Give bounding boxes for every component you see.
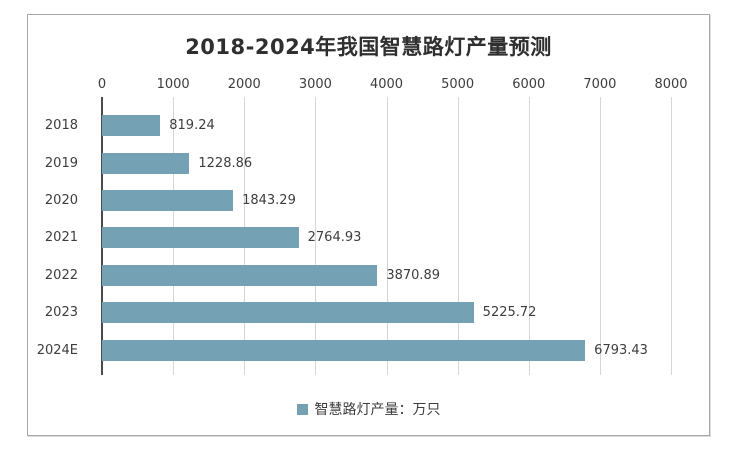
bar-rows: 819.24 1228.86 1843.29 2764.93 3870.89 5225.7… [102, 107, 671, 369]
bar-value-label: 819.24 [169, 118, 215, 134]
legend-label: 智慧路灯产量：万只 [314, 402, 441, 418]
gridline [671, 97, 672, 375]
x-tick-label: 0 [97, 77, 107, 92]
category-label: 2019 [44, 155, 78, 171]
bar-row: 819.24 [102, 107, 671, 144]
x-axis: 0 1000 2000 3000 4000 5000 6000 7000 8000 [28, 77, 709, 93]
category-label: 2023 [44, 305, 78, 321]
bar-row: 5225.72 [102, 294, 671, 331]
chart-title: 2018-2024年我国智慧路灯产量预测 [185, 35, 552, 59]
x-tick-label: 4000 [369, 77, 404, 92]
bar-row: 2764.93 [102, 219, 671, 256]
bar-value-label: 3870.89 [386, 267, 441, 283]
bar-row: 1228.86 [102, 144, 671, 181]
bar [102, 339, 586, 361]
category-label: 2024E [36, 342, 78, 358]
bar-value-label: 5225.72 [482, 305, 537, 321]
legend-swatch-icon [296, 403, 308, 415]
category-label: 2020 [44, 193, 78, 209]
gridline [386, 97, 388, 375]
x-tick-label: 6000 [512, 77, 546, 92]
x-tick-label: 7000 [583, 77, 617, 92]
category-axis-labels: 2018 2019 2020 2021 2022 2023 2024E [24, 107, 90, 369]
x-tick-label: 5000 [441, 77, 475, 92]
bar [102, 115, 161, 137]
gridline [457, 97, 459, 375]
bar [102, 152, 190, 174]
bar-value-label: 2764.93 [307, 230, 362, 246]
bar-row: 1843.29 [102, 182, 671, 219]
bar-row: 3870.89 [102, 257, 671, 294]
x-tick-label: 2000 [227, 77, 261, 92]
category-label: 2022 [44, 267, 78, 283]
bar-value-label: 1228.86 [198, 155, 253, 171]
x-tick-label: 1000 [156, 77, 190, 92]
bar [102, 302, 474, 324]
x-tick-label: 8000 [654, 77, 688, 92]
bar [102, 264, 378, 286]
x-tick-label: 3000 [298, 77, 332, 92]
plot-area: 2018 2019 2020 2021 2022 2023 2024E 819.24 1228… [37, 97, 672, 375]
bar-value-label: 6793.43 [594, 342, 648, 358]
gridline [315, 97, 317, 375]
bar [102, 190, 234, 212]
chart-frame: 2018-2024年我国智慧路灯产量预测 0 1000 2000 3000 4000 50… [27, 14, 710, 436]
legend: 智慧路灯产量：万只 [28, 399, 709, 419]
bar-row: 6793.43 [102, 332, 671, 369]
category-label: 2021 [44, 230, 78, 246]
bar [102, 227, 299, 249]
gridline [599, 97, 601, 375]
category-label: 2018 [44, 118, 78, 134]
bar-value-label: 1843.29 [242, 193, 296, 209]
gridline [528, 97, 530, 375]
